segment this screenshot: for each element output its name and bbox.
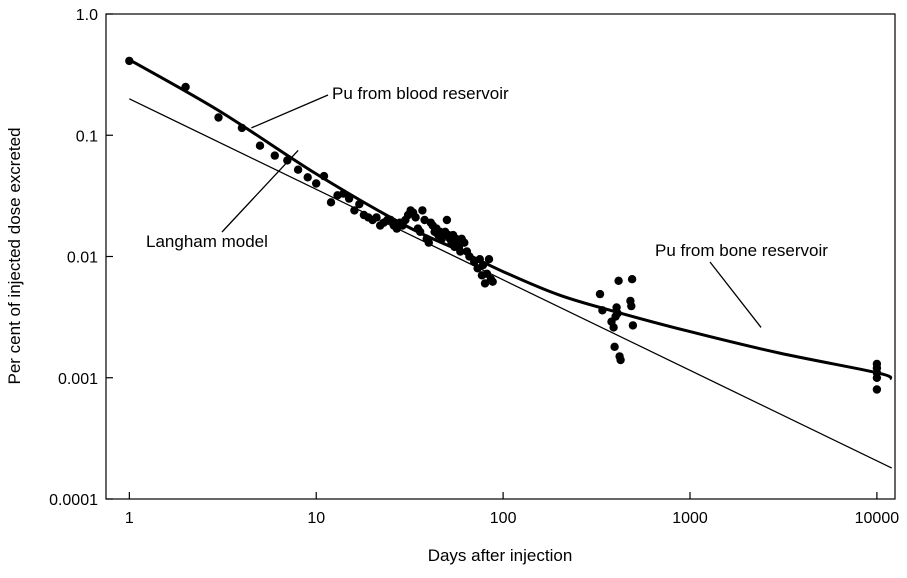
data-point — [480, 279, 490, 288]
y-tick-label: 0.0001 — [49, 492, 98, 509]
data-point — [411, 213, 420, 222]
data-point — [125, 56, 134, 66]
data-point — [627, 275, 637, 284]
data-point — [595, 289, 605, 299]
data-point — [616, 355, 625, 365]
data-point — [598, 306, 607, 315]
data-point — [478, 260, 488, 270]
data-point — [312, 179, 321, 188]
data-point — [872, 373, 882, 382]
data-point — [339, 189, 348, 198]
data-point — [628, 321, 638, 330]
data-point — [270, 151, 279, 160]
data-point — [872, 385, 882, 394]
x-axis-title: Days after injection — [428, 546, 573, 565]
data-point — [484, 255, 494, 264]
data-point — [350, 206, 359, 215]
annotation-leader — [251, 94, 329, 129]
x-tick-label: 10000 — [855, 510, 900, 527]
data-point — [609, 323, 618, 332]
data-point — [416, 227, 425, 236]
langham-model-line — [129, 98, 892, 469]
series-lines — [128, 58, 893, 469]
data-point — [214, 113, 223, 122]
data-point — [627, 301, 636, 311]
data-point — [319, 171, 329, 181]
data-point — [488, 277, 497, 286]
y-tick-label: 0.001 — [58, 371, 98, 388]
blood-reservoir-curve — [128, 58, 893, 381]
data-point — [460, 238, 469, 247]
data-point — [303, 173, 312, 182]
y-axis-title: Per cent of injected dose excreted — [5, 127, 24, 384]
data-point — [181, 82, 190, 92]
annotation-label: Pu from blood reservoir — [332, 84, 509, 103]
annotation-leader — [221, 149, 299, 233]
ticks: 1 10 100 1000 10000 1.0 0.1 0.01 0.001 0.0001 — [49, 7, 899, 527]
data-point — [465, 252, 474, 261]
x-tick-label: 1000 — [672, 510, 708, 527]
y-tick-label: 1.0 — [76, 7, 98, 24]
data-point — [418, 206, 427, 215]
data-point — [344, 194, 354, 203]
y-tick-label: 0.1 — [76, 128, 98, 145]
data-point — [355, 200, 364, 209]
x-tick-label: 100 — [490, 510, 517, 527]
data-point — [442, 215, 452, 225]
annotation-label: Langham model — [146, 232, 268, 251]
data-point — [424, 238, 433, 247]
data-points — [125, 56, 882, 394]
annotation-label: Pu from bone reservoir — [655, 241, 828, 260]
data-point — [456, 247, 465, 256]
data-point — [326, 198, 336, 207]
data-point — [613, 309, 622, 318]
annotations: Pu from blood reservoir Langham model Pu f… — [146, 84, 828, 328]
x-tick-label: 1 — [125, 510, 134, 527]
data-point — [372, 213, 381, 222]
data-point — [255, 141, 265, 150]
data-point — [237, 123, 247, 133]
data-point — [610, 342, 619, 351]
annotation-leader — [709, 261, 762, 328]
x-tick-label: 10 — [307, 510, 325, 527]
data-point — [283, 156, 292, 165]
data-point — [614, 276, 623, 285]
y-tick-label: 0.01 — [67, 250, 98, 267]
data-point — [293, 165, 303, 174]
